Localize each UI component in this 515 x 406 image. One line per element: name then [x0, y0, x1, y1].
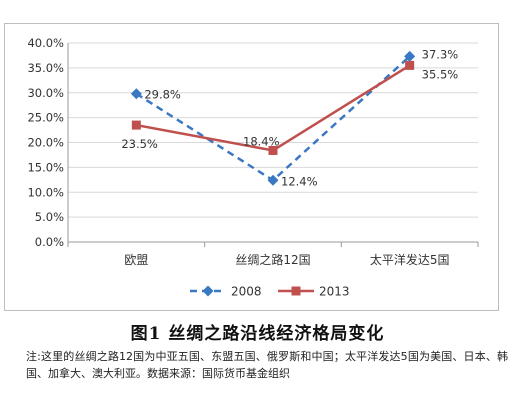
data-label: 35.5%	[422, 67, 459, 81]
series-marker	[291, 286, 301, 296]
x-tick-label: 欧盟	[124, 253, 148, 267]
legend-label: 2013	[319, 285, 350, 299]
data-label: 18.4%	[243, 134, 280, 148]
y-tick-label: 25.0%	[27, 111, 64, 125]
y-tick-label: 5.0%	[35, 210, 64, 224]
series-marker	[267, 174, 279, 186]
x-tick-label: 太平洋发达5国	[370, 252, 450, 267]
grid-layer	[68, 42, 478, 243]
series-marker	[131, 120, 141, 130]
data-label: 29.8%	[144, 88, 181, 102]
y-tick-label: 0.0%	[35, 235, 64, 249]
legend-label: 2008	[231, 285, 262, 299]
y-tick-label: 35.0%	[27, 61, 64, 75]
y-tick-label: 20.0%	[27, 136, 64, 150]
data-label: 37.3%	[422, 47, 459, 61]
series-layer	[130, 50, 416, 186]
data-label: 23.5%	[121, 137, 158, 151]
series-marker	[268, 145, 278, 155]
series-marker	[405, 60, 415, 70]
series-marker	[130, 88, 142, 100]
figure-note: 注:这里的丝绸之路12国为中亚五国、东盟五国、俄罗斯和中国；太平洋发达5国为美国…	[26, 350, 508, 380]
line-chart: 0.0% 5.0% 10.0% 15.0% 20.0% 25.0% 30.0% 35.0% 40…	[27, 36, 479, 299]
data-label: 12.4%	[281, 174, 318, 188]
y-tick-label: 40.0%	[27, 36, 64, 50]
series-marker	[202, 285, 214, 297]
y-tick-label: 10.0%	[27, 185, 64, 199]
legend: 2008 2013	[190, 285, 350, 299]
axis-layer: 0.0% 5.0% 10.0% 15.0% 20.0% 25.0% 30.0% 35.0% 40…	[27, 36, 479, 267]
legend-item-2013: 2013	[278, 285, 350, 299]
y-tick-label: 30.0%	[27, 86, 64, 100]
y-tick-label: 15.0%	[27, 160, 64, 174]
series-line-2008	[135, 55, 411, 182]
figure-caption: 图1 丝绸之路沿线经济格局变化	[130, 324, 385, 344]
data-label-layer: 29.8% 12.4% 37.3% 23.5% 18.4% 35.5%	[121, 47, 458, 188]
series-marker	[404, 50, 416, 62]
legend-item-2008: 2008	[190, 285, 262, 299]
x-tick-label: 丝绸之路12国	[235, 252, 310, 267]
